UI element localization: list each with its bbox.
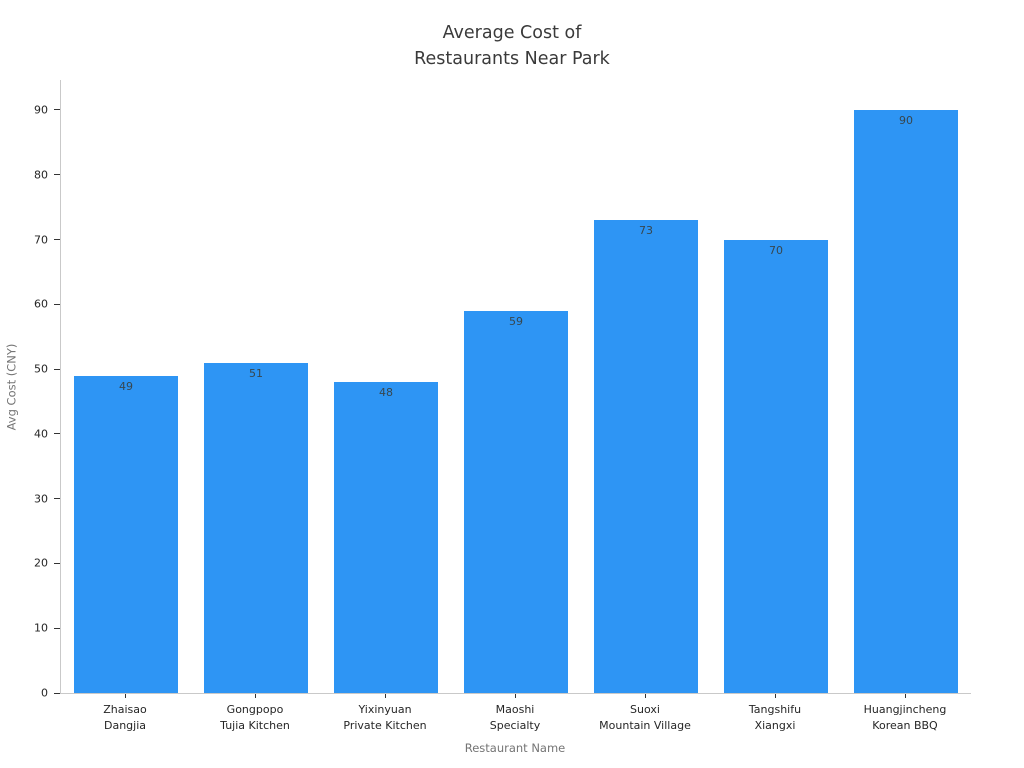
- x-tick: Gongpopo Tujia Kitchen: [190, 694, 320, 734]
- x-tick-label: Maoshi Specialty: [489, 703, 541, 732]
- bar-slot: 73: [581, 80, 711, 693]
- y-tick-mark: [54, 433, 60, 435]
- y-tick-label: 20: [34, 556, 48, 570]
- x-tick-mark: [514, 694, 516, 698]
- x-tick-label: Gongpopo Tujia Kitchen: [220, 703, 290, 732]
- bar-slot: 59: [451, 80, 581, 693]
- bar-slot: 51: [191, 80, 321, 693]
- x-axis-label: Restaurant Name: [464, 741, 566, 755]
- chart-title: Average Cost of Restaurants Near Park: [414, 23, 610, 69]
- x-tick-mark: [644, 694, 646, 698]
- x-tick-label: Zhaisao Dangjia: [103, 703, 147, 732]
- y-tick-label: 40: [34, 427, 48, 441]
- bar-slot: 70: [711, 80, 841, 693]
- bar-value-label: 70: [769, 243, 783, 257]
- bars-row: 49 51 48 59 73 70 90: [61, 80, 971, 693]
- y-tick-label: 10: [34, 621, 48, 635]
- x-tick-label: Tangshifu Xiangxi: [748, 703, 802, 732]
- x-tick-label: Yixinyuan Private Kitchen: [343, 703, 427, 732]
- y-tick-label: 60: [34, 297, 48, 311]
- bar-slot: 90: [841, 80, 971, 693]
- plot-area: 0 10 20 30 40 50 60 70 80 90 49 51 48 59 73 70 90: [34, 80, 971, 700]
- y-tick-mark: [54, 498, 60, 500]
- bar-value-label: 90: [899, 113, 913, 127]
- bar-slot: 48: [321, 80, 451, 693]
- x-tick-label: Suoxi Mountain Village: [599, 703, 691, 732]
- bar: 73: [594, 220, 698, 693]
- y-tick-mark: [54, 239, 60, 241]
- bar: 90: [854, 109, 958, 693]
- y-tick-mark: [54, 562, 60, 564]
- y-tick-label: 90: [34, 103, 48, 117]
- x-tick: Zhaisao Dangjia: [60, 694, 190, 734]
- bar: 51: [204, 362, 308, 693]
- y-tick-mark: [54, 303, 60, 305]
- y-tick-mark: [54, 109, 60, 111]
- y-tick-label: 30: [34, 492, 48, 506]
- bar-slot: 49: [61, 80, 191, 693]
- x-tick: Suoxi Mountain Village: [580, 694, 710, 734]
- y-tick-mark: [54, 692, 60, 694]
- bar: 70: [724, 239, 828, 693]
- bar-value-label: 49: [119, 379, 133, 393]
- x-tick: Maoshi Specialty: [450, 694, 580, 734]
- y-tick-mark: [54, 627, 60, 629]
- x-tick-mark: [904, 694, 906, 698]
- y-tick-mark: [54, 174, 60, 176]
- y-tick-mark: [54, 368, 60, 370]
- x-tick: Huangjincheng Korean BBQ: [840, 694, 970, 734]
- bar: 59: [464, 310, 568, 693]
- x-tick-label: Huangjincheng Korean BBQ: [863, 703, 947, 732]
- x-tick-mark: [254, 694, 256, 698]
- bar-value-label: 51: [249, 366, 263, 380]
- bar: 49: [74, 375, 178, 693]
- bar-value-label: 73: [639, 224, 653, 238]
- y-tick-label: 80: [34, 168, 48, 182]
- y-tick-label: 50: [34, 362, 48, 376]
- x-tick-mark: [384, 694, 386, 698]
- bar-value-label: 59: [509, 314, 523, 328]
- x-axis-ticks: Zhaisao Dangjia Gongpopo Tujia Kitchen Yix…: [60, 694, 970, 734]
- y-axis-label: Avg Cost (CNY): [4, 343, 18, 430]
- bar: 48: [334, 382, 438, 693]
- x-tick: Yixinyuan Private Kitchen: [320, 694, 450, 734]
- y-axis-title-container: Avg Cost (CNY): [2, 80, 20, 693]
- bar-value-label: 48: [379, 386, 393, 400]
- x-tick: Tangshifu Xiangxi: [710, 694, 840, 734]
- y-tick-label: 70: [34, 233, 48, 247]
- x-tick-mark: [774, 694, 776, 698]
- x-tick-mark: [124, 694, 126, 698]
- y-tick-label: 0: [41, 686, 48, 700]
